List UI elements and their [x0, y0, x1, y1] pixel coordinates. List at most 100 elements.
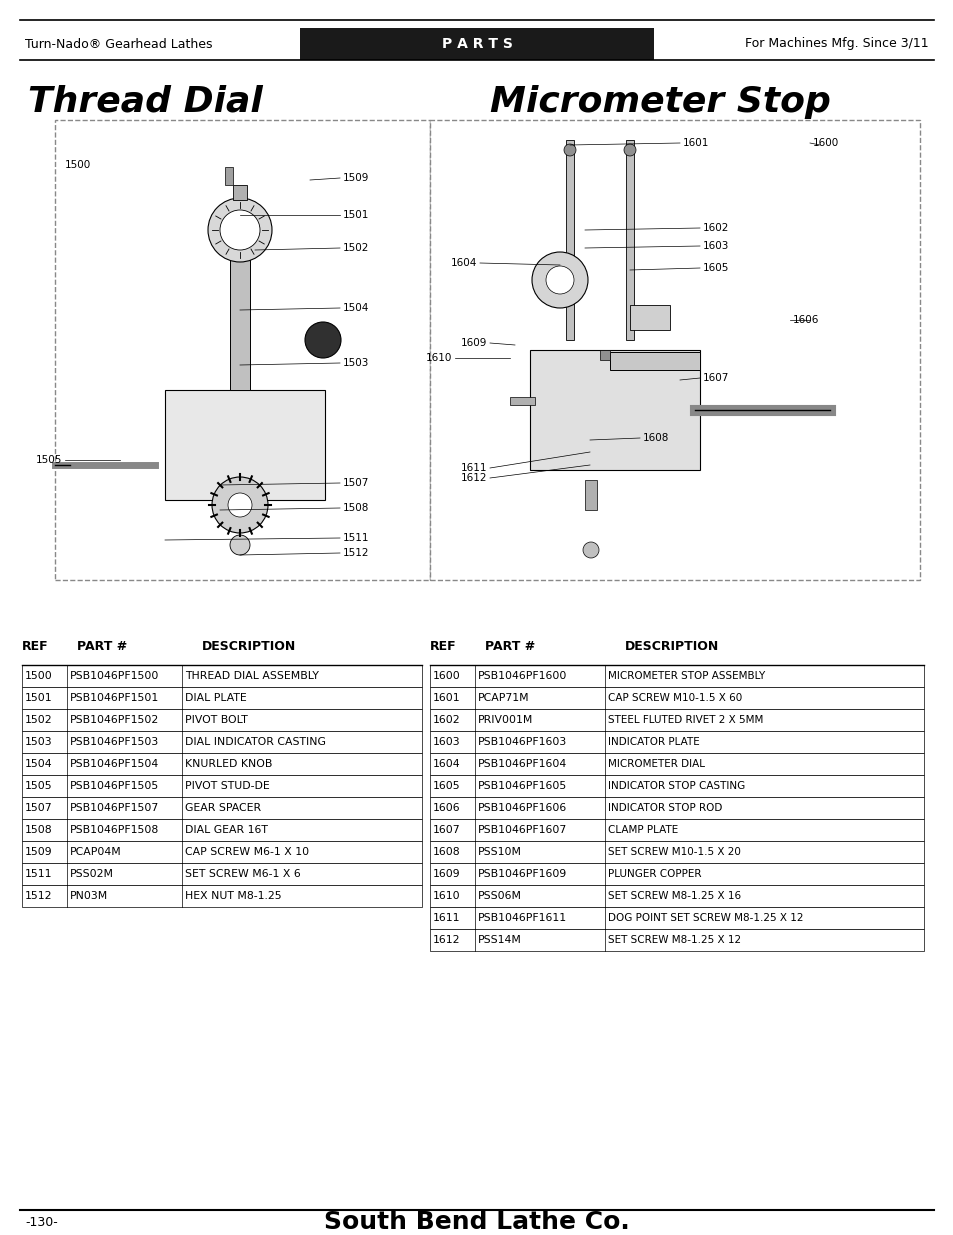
Circle shape [563, 144, 576, 156]
Text: PN03M: PN03M [70, 890, 108, 902]
Text: DESCRIPTION: DESCRIPTION [202, 640, 296, 653]
Text: 1611: 1611 [460, 463, 486, 473]
Bar [22, 709, 421, 731]
Circle shape [228, 493, 252, 517]
Text: 1503: 1503 [25, 737, 52, 747]
Text: 1505: 1505 [35, 454, 62, 466]
Circle shape [623, 144, 636, 156]
Text: 1600: 1600 [812, 138, 839, 148]
Text: 1508: 1508 [25, 825, 52, 835]
Text: PSB1046PF1500: PSB1046PF1500 [70, 671, 159, 680]
Bar [625, 140, 634, 340]
Text: PSB1046PF1502: PSB1046PF1502 [70, 715, 159, 725]
Bar [599, 350, 609, 359]
Bar [430, 929, 923, 951]
Bar [510, 396, 535, 405]
Text: 1507: 1507 [343, 478, 369, 488]
Text: PSB1046PF1605: PSB1046PF1605 [477, 781, 567, 790]
Bar [430, 753, 923, 776]
Text: PSB1046PF1611: PSB1046PF1611 [477, 913, 566, 923]
Text: 1601: 1601 [682, 138, 709, 148]
Text: 1507: 1507 [25, 803, 52, 813]
Text: PSB1046PF1603: PSB1046PF1603 [477, 737, 567, 747]
Text: DESCRIPTION: DESCRIPTION [624, 640, 719, 653]
Text: 1610: 1610 [433, 890, 460, 902]
Text: 1612: 1612 [433, 935, 460, 945]
Bar [530, 350, 700, 471]
Bar [430, 841, 923, 863]
Text: PSS14M: PSS14M [477, 935, 521, 945]
Text: HEX NUT M8-1.25: HEX NUT M8-1.25 [185, 890, 281, 902]
Bar [22, 687, 421, 709]
Bar [225, 167, 233, 185]
Text: PSB1046PF1508: PSB1046PF1508 [70, 825, 159, 835]
Text: 1509: 1509 [343, 173, 369, 183]
Text: SET SCREW M8-1.25 X 16: SET SCREW M8-1.25 X 16 [607, 890, 740, 902]
Bar [430, 120, 919, 580]
Text: 1604: 1604 [433, 760, 460, 769]
Text: PCAP71M: PCAP71M [477, 693, 529, 703]
Text: CAP SCREW M6-1 X 10: CAP SCREW M6-1 X 10 [185, 847, 309, 857]
Circle shape [208, 198, 272, 262]
Text: STEEL FLUTED RIVET 2 X 5MM: STEEL FLUTED RIVET 2 X 5MM [607, 715, 762, 725]
Bar [430, 776, 923, 797]
Bar [430, 885, 923, 906]
Circle shape [582, 542, 598, 558]
Bar [22, 776, 421, 797]
Bar [430, 863, 923, 885]
Text: PART #: PART # [77, 640, 127, 653]
Text: INDICATOR STOP CASTING: INDICATOR STOP CASTING [607, 781, 744, 790]
Text: 1508: 1508 [343, 503, 369, 513]
Text: 1500: 1500 [65, 161, 91, 170]
Text: MICROMETER DIAL: MICROMETER DIAL [607, 760, 704, 769]
Bar [230, 240, 250, 390]
Bar [609, 352, 700, 370]
Bar [22, 885, 421, 906]
Text: Turn-Nado® Gearhead Lathes: Turn-Nado® Gearhead Lathes [25, 37, 213, 51]
Bar [430, 731, 923, 753]
Circle shape [532, 252, 587, 308]
Text: PSB1046PF1606: PSB1046PF1606 [477, 803, 567, 813]
Text: 1601: 1601 [433, 693, 460, 703]
Text: PIVOT STUD-DE: PIVOT STUD-DE [185, 781, 270, 790]
Text: SET SCREW M6-1 X 6: SET SCREW M6-1 X 6 [185, 869, 300, 879]
Text: 1512: 1512 [25, 890, 52, 902]
Text: PCAP04M: PCAP04M [70, 847, 122, 857]
Text: 1608: 1608 [433, 847, 460, 857]
Text: 1509: 1509 [25, 847, 52, 857]
Text: INDICATOR STOP ROD: INDICATOR STOP ROD [607, 803, 721, 813]
Bar [430, 819, 923, 841]
Text: PSB1046PF1505: PSB1046PF1505 [70, 781, 159, 790]
Text: KNURLED KNOB: KNURLED KNOB [185, 760, 273, 769]
Bar [22, 731, 421, 753]
Bar [22, 819, 421, 841]
Bar [22, 841, 421, 863]
Text: 1603: 1603 [702, 241, 729, 251]
Text: PSB1046PF1504: PSB1046PF1504 [70, 760, 159, 769]
Text: SET SCREW M10-1.5 X 20: SET SCREW M10-1.5 X 20 [607, 847, 740, 857]
Text: DIAL PLATE: DIAL PLATE [185, 693, 247, 703]
Bar [22, 863, 421, 885]
Text: PSS06M: PSS06M [477, 890, 521, 902]
Text: Micrometer Stop: Micrometer Stop [490, 85, 830, 119]
Text: 1602: 1602 [433, 715, 460, 725]
Bar [55, 120, 430, 580]
Text: 1609: 1609 [460, 338, 486, 348]
Text: Thread Dial: Thread Dial [28, 85, 262, 119]
Text: 1602: 1602 [702, 224, 729, 233]
Text: -130-: -130- [25, 1215, 58, 1229]
Bar [565, 140, 574, 340]
Text: PRIV001M: PRIV001M [477, 715, 533, 725]
Text: PSS10M: PSS10M [477, 847, 521, 857]
Text: PSB1046PF1609: PSB1046PF1609 [477, 869, 567, 879]
Text: 1501: 1501 [25, 693, 52, 703]
Text: 1603: 1603 [433, 737, 460, 747]
Text: MICROMETER STOP ASSEMBLY: MICROMETER STOP ASSEMBLY [607, 671, 764, 680]
Bar [22, 753, 421, 776]
Text: 1606: 1606 [792, 315, 819, 325]
Text: PSB1046PF1604: PSB1046PF1604 [477, 760, 567, 769]
Text: DIAL INDICATOR CASTING: DIAL INDICATOR CASTING [185, 737, 326, 747]
Text: P A R T S: P A R T S [441, 37, 512, 51]
Bar [22, 797, 421, 819]
Text: PART #: PART # [484, 640, 535, 653]
